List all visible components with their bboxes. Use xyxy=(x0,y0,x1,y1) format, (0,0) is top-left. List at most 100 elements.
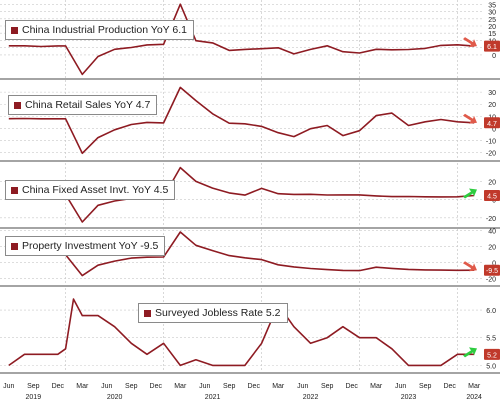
panel-3: 20 0 -20 4.5 xyxy=(0,163,500,229)
data-point xyxy=(114,129,116,131)
data-point xyxy=(359,52,361,54)
legend-label: Surveyed Jobless Rate 5.2 xyxy=(155,307,281,319)
x-month-label: Sep xyxy=(321,383,334,390)
data-point xyxy=(244,365,246,367)
data-point xyxy=(8,365,10,367)
arrow-up-icon xyxy=(463,188,477,199)
y-tick-label: -10 xyxy=(486,139,496,146)
y-tick-label: 40 xyxy=(488,229,496,236)
data-point xyxy=(195,181,197,183)
data-point xyxy=(114,326,116,328)
y-tick-label: 25 xyxy=(488,17,496,24)
x-year-label: 2021 xyxy=(205,394,221,401)
data-point xyxy=(375,48,377,50)
data-point xyxy=(130,47,132,49)
x-month-label: Dec xyxy=(150,383,163,390)
data-point xyxy=(57,354,59,356)
data-point xyxy=(424,269,426,271)
last-value-label: 6.1 xyxy=(487,44,497,51)
y-tick-label: -20 xyxy=(486,277,496,284)
x-month-label: Dec xyxy=(345,383,358,390)
data-point xyxy=(163,342,165,344)
data-point xyxy=(391,268,393,270)
data-point xyxy=(424,365,426,367)
x-month-label: Sep xyxy=(223,383,236,390)
data-point xyxy=(342,326,344,328)
data-point xyxy=(326,125,328,127)
data-point xyxy=(457,354,459,356)
x-month-label: Mar xyxy=(76,383,89,390)
data-point xyxy=(146,354,148,356)
y-tick-label: -20 xyxy=(486,151,496,158)
data-point xyxy=(310,268,312,270)
last-value-badge: 6.1 xyxy=(484,40,500,52)
y-tick-label: 20 xyxy=(488,179,496,186)
series-line xyxy=(8,298,475,367)
data-point xyxy=(277,193,279,195)
x-month-label: Mar xyxy=(272,383,285,390)
last-value-badge: 4.7 xyxy=(484,117,500,129)
x-year-label: 2023 xyxy=(401,394,417,401)
data-point xyxy=(40,354,42,356)
legend-swatch xyxy=(144,309,151,317)
data-point xyxy=(212,42,214,44)
data-point xyxy=(457,269,459,271)
series-line xyxy=(8,86,475,155)
data-point xyxy=(65,118,67,120)
legend-box: Surveyed Jobless Rate 5.2 xyxy=(138,303,288,323)
data-point xyxy=(391,196,393,198)
data-point xyxy=(359,270,361,272)
data-point xyxy=(179,365,181,367)
data-point xyxy=(97,205,99,207)
last-value-label: -9.5 xyxy=(486,268,498,275)
data-point xyxy=(408,365,410,367)
data-point xyxy=(146,256,148,258)
data-point xyxy=(277,132,279,134)
panel-5: 6.0 5.5 5.0 5.2 xyxy=(0,288,500,374)
series-line xyxy=(8,231,475,277)
data-point xyxy=(97,264,99,266)
y-tick-label: 30 xyxy=(488,90,496,97)
data-point xyxy=(228,192,230,194)
data-point xyxy=(40,118,42,120)
data-point xyxy=(244,194,246,196)
data-point xyxy=(375,195,377,197)
legend-swatch xyxy=(14,101,21,109)
x-year-label: 2019 xyxy=(26,394,42,401)
data-point xyxy=(440,196,442,198)
last-value-label: 4.7 xyxy=(487,121,497,128)
data-point xyxy=(24,118,26,120)
data-point xyxy=(81,153,83,155)
data-point xyxy=(146,122,148,124)
legend-swatch xyxy=(11,242,18,250)
data-point xyxy=(195,100,197,102)
data-point xyxy=(163,122,165,124)
data-point xyxy=(261,48,263,50)
data-point xyxy=(310,193,312,195)
data-point xyxy=(146,44,148,46)
y-tick-label: 15 xyxy=(488,31,496,38)
data-point xyxy=(440,45,442,47)
data-point xyxy=(228,365,230,367)
data-point xyxy=(24,354,26,356)
y-tick-label: 0 xyxy=(492,198,496,205)
y-tick-label: 5.5 xyxy=(486,336,496,343)
data-point xyxy=(277,264,279,266)
data-point xyxy=(212,187,214,189)
data-point xyxy=(8,45,10,47)
x-month-label: Jun xyxy=(395,383,406,390)
data-point xyxy=(130,257,132,259)
data-point xyxy=(195,245,197,247)
data-point xyxy=(293,136,295,138)
data-point xyxy=(81,315,83,317)
data-point xyxy=(440,269,442,271)
last-value-badge-bg xyxy=(484,348,500,360)
arrow-up-icon xyxy=(463,347,477,358)
data-point xyxy=(81,275,83,277)
data-point xyxy=(326,269,328,271)
data-point xyxy=(440,119,442,121)
data-point xyxy=(359,194,361,196)
data-point xyxy=(391,49,393,51)
last-value-label: 4.5 xyxy=(487,193,497,200)
